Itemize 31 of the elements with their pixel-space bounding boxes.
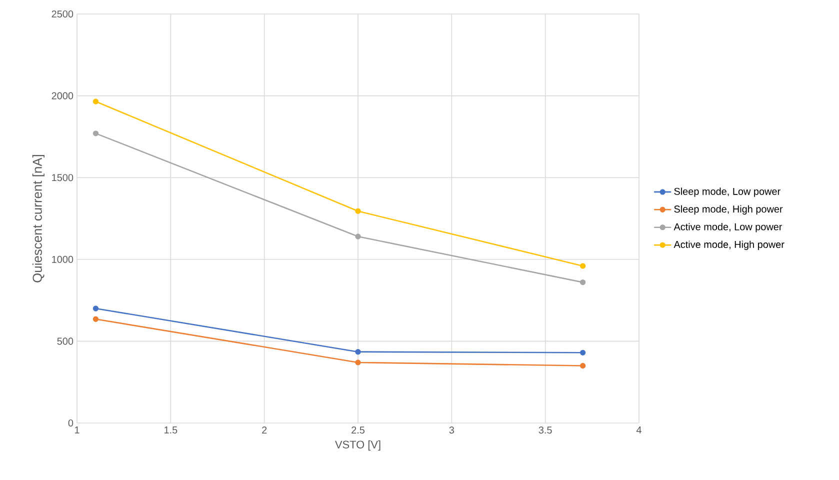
y-tick-label: 500	[57, 338, 74, 345]
y-axis-title: Quiescent current [nA]	[32, 155, 44, 282]
point	[580, 362, 586, 369]
x-tick-label: 3	[449, 426, 454, 434]
y-tick-label: 1500	[52, 174, 74, 182]
legend-label: Active mode, High power	[674, 240, 784, 250]
y-tick-label: 0	[68, 419, 74, 427]
x-tick-label: 2	[262, 426, 267, 434]
x-tick-label: 4	[636, 426, 642, 434]
legend-label: Sleep mode, High power	[674, 205, 783, 215]
point	[355, 360, 361, 366]
x-tick-label: 2.5	[352, 426, 365, 434]
x-tick-label: 1	[74, 426, 80, 434]
point	[580, 350, 586, 356]
point	[92, 306, 99, 312]
point	[355, 234, 361, 240]
point	[92, 98, 99, 104]
y-tick-label: 2500	[52, 10, 74, 18]
y-tick-label: 2000	[52, 92, 74, 100]
x-tick-label: 1.5	[164, 426, 178, 434]
point	[92, 130, 99, 136]
point	[580, 279, 586, 286]
x-tick-label: 3.5	[538, 426, 552, 434]
legend-label: Sleep mode, Low power	[674, 188, 780, 197]
x-axis-title: VSTO [V]	[335, 440, 380, 451]
legend-label: Active mode, Low power	[674, 222, 782, 232]
y-tick-label: 1000	[52, 256, 74, 263]
point	[355, 208, 361, 214]
point	[92, 316, 99, 322]
point	[355, 348, 361, 355]
point	[580, 263, 586, 269]
